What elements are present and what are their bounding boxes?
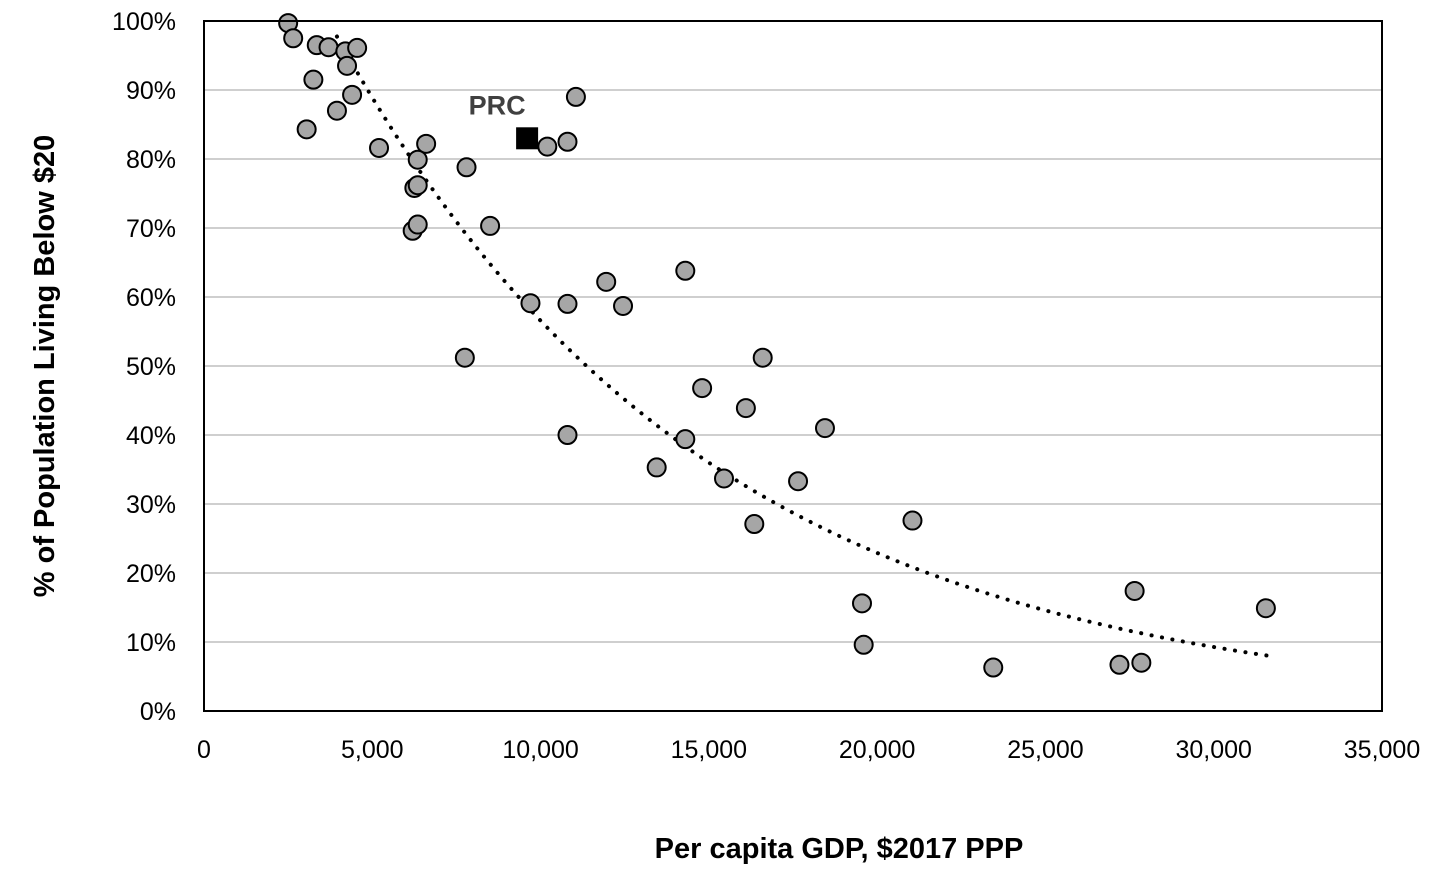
scatter-point: [714, 468, 735, 489]
plot-area-frame: [203, 20, 1383, 712]
scatter-point: [851, 593, 872, 614]
trendline: [334, 34, 1270, 658]
scatter-point: [1124, 580, 1145, 601]
scatter-point: [1255, 598, 1276, 619]
scatter-point: [565, 86, 586, 107]
y-tick-label: 70%: [126, 215, 176, 243]
y-tick-label: 0%: [140, 698, 176, 726]
scatter-point: [646, 457, 667, 478]
scatter-point: [557, 293, 578, 314]
y-tick-label: 10%: [126, 629, 176, 657]
scatter-point: [735, 398, 756, 419]
x-tick-label: 5,000: [341, 736, 404, 764]
x-axis-title: Per capita GDP, $2017 PPP: [655, 833, 1024, 865]
scatter-point: [520, 293, 541, 314]
x-tick-label: 15,000: [671, 736, 747, 764]
scatter-point: [983, 657, 1004, 678]
scatter-point: [557, 131, 578, 152]
scatter-point: [675, 260, 696, 281]
trendline-group: [334, 34, 1270, 658]
x-tick-label: 30,000: [1175, 736, 1251, 764]
scatter-point: [752, 347, 773, 368]
y-tick-label: 90%: [126, 77, 176, 105]
scatter-point: [303, 69, 324, 90]
highlight-marker: [516, 127, 539, 150]
x-tick-label: 20,000: [839, 736, 915, 764]
scatter-point: [407, 214, 428, 235]
scatter-point: [296, 119, 317, 140]
x-tick-label: 35,000: [1344, 736, 1420, 764]
scatter-point: [1109, 654, 1130, 675]
y-tick-label: 30%: [126, 491, 176, 519]
scatter-point: [454, 347, 475, 368]
x-tick-label: 25,000: [1007, 736, 1083, 764]
scatter-point: [318, 37, 339, 58]
scatter-point: [407, 149, 428, 170]
scatter-point: [675, 429, 696, 450]
y-axis-title: % of Population Living Below $20: [29, 135, 61, 597]
scatter-point: [744, 514, 765, 535]
scatter-point: [902, 510, 923, 531]
scatter-point: [456, 157, 477, 178]
x-tick-label: 10,000: [502, 736, 578, 764]
x-tick-label: 0: [197, 736, 211, 764]
scatter-point: [853, 634, 874, 655]
y-tick-label: 100%: [112, 8, 176, 36]
scatter-point: [416, 133, 437, 154]
axes: 0% 10% 20% 30% 40% 50% 60% 70% 80% 90% 100% 0 5,000 1…: [112, 8, 1420, 764]
scatter-point: [337, 55, 358, 76]
highlight-group: PRC: [469, 90, 539, 150]
scatter-point: [342, 84, 363, 105]
y-tick-label: 80%: [126, 146, 176, 174]
scatter-point: [407, 175, 428, 196]
scatter-point: [537, 136, 558, 157]
y-tick-label: 50%: [126, 353, 176, 381]
data-points: [278, 13, 1276, 678]
scatter-point: [596, 271, 617, 292]
scatter-point: [814, 418, 835, 439]
scatter-point: [283, 28, 304, 49]
scatter-point: [692, 378, 713, 399]
y-tick-label: 60%: [126, 284, 176, 312]
scatter-point: [369, 137, 390, 158]
scatter-point: [557, 425, 578, 445]
scatter-point: [326, 100, 347, 121]
y-tick-label: 20%: [126, 560, 176, 588]
scatter-point: [613, 295, 634, 316]
highlight-label: PRC: [469, 90, 526, 120]
scatter-point: [347, 37, 368, 58]
y-tick-label: 40%: [126, 422, 176, 450]
scatter-point: [480, 215, 501, 236]
scatter-point: [1131, 652, 1152, 673]
gridlines: [204, 89, 1382, 643]
scatter-point: [788, 471, 809, 492]
